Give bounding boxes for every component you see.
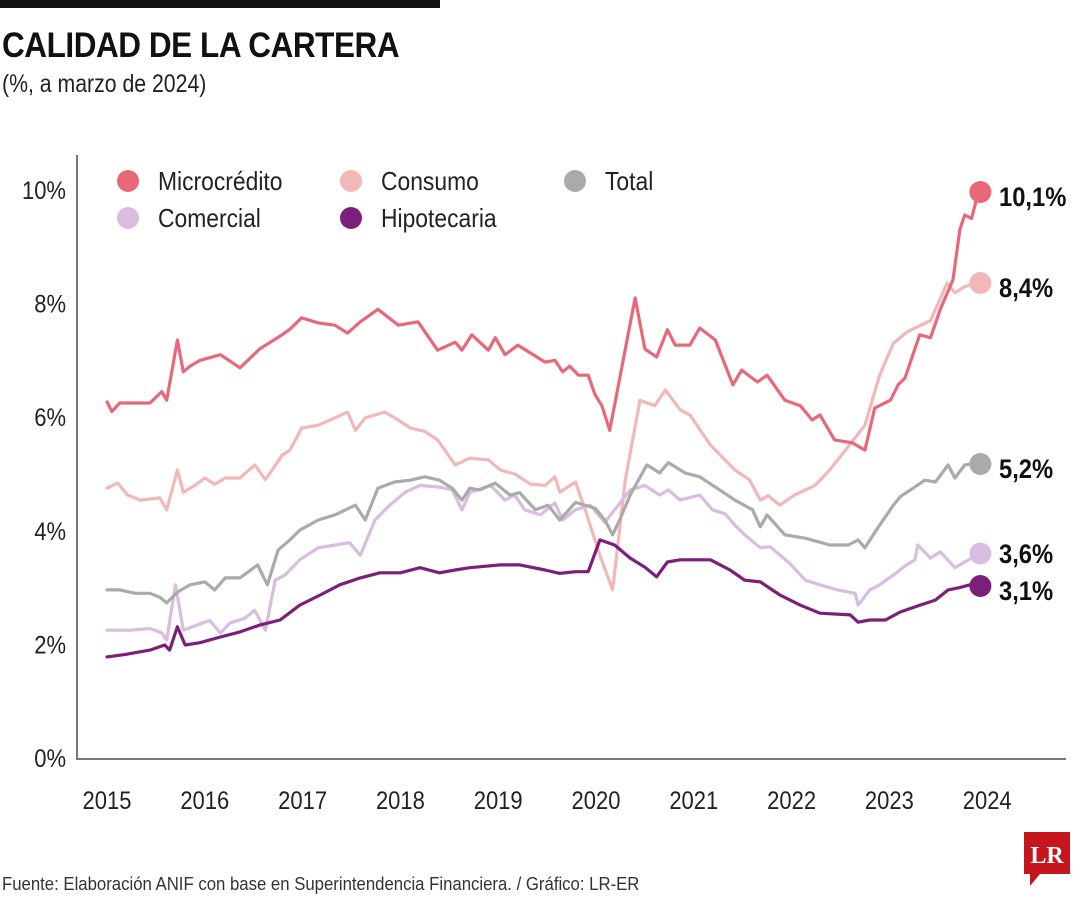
y-tick-label: 2% bbox=[34, 631, 66, 659]
y-tick-label: 10% bbox=[22, 177, 66, 205]
legend: Microcrédito Consumo Total Comercial Hipotec… bbox=[117, 168, 653, 234]
x-tick-label: 2020 bbox=[572, 787, 621, 815]
end-value-label: 3,1% bbox=[999, 577, 1053, 607]
lr-logo: LR bbox=[1024, 832, 1070, 886]
series-line-total bbox=[105, 461, 982, 605]
chart-title: CALIDAD DE LA CARTERA bbox=[2, 26, 400, 65]
end-marker bbox=[969, 542, 992, 565]
legend-marker bbox=[564, 170, 586, 192]
legend-marker bbox=[117, 170, 139, 192]
y-tick-labels: 0% 2% 4% 6% 8% 10% bbox=[22, 177, 66, 773]
x-tick-label: 2018 bbox=[376, 787, 425, 815]
top-rule bbox=[0, 0, 440, 8]
x-tick-label: 2023 bbox=[865, 787, 914, 815]
end-value-label: 8,4% bbox=[999, 274, 1053, 304]
end-value-label: 10,1% bbox=[999, 183, 1066, 213]
y-tick-label: 6% bbox=[34, 404, 66, 432]
source-note: Fuente: Elaboración ANIF con base en Sup… bbox=[2, 874, 640, 894]
end-value-label: 5,2% bbox=[999, 455, 1053, 485]
end-value-label: 3,6% bbox=[999, 540, 1053, 570]
x-tick-label: 2021 bbox=[669, 787, 718, 815]
chart-subtitle: (%, a marzo de 2024) bbox=[2, 70, 207, 98]
end-marker bbox=[969, 181, 992, 203]
series-line-hipotecaria bbox=[105, 538, 982, 659]
legend-label: Comercial bbox=[158, 205, 261, 234]
end-marker bbox=[969, 272, 992, 294]
legend-marker bbox=[117, 207, 139, 229]
y-tick-label: 0% bbox=[34, 745, 66, 773]
legend-marker bbox=[340, 170, 362, 192]
x-tick-label: 2017 bbox=[278, 787, 327, 815]
y-tick-label: 8% bbox=[34, 290, 66, 318]
legend-label: Total bbox=[605, 168, 653, 197]
x-tick-label: 2016 bbox=[180, 787, 229, 815]
series-line-comercial bbox=[105, 483, 982, 642]
legend-label: Microcrédito bbox=[158, 168, 283, 197]
series-line-consumo bbox=[105, 279, 982, 592]
series-line-microcrédito bbox=[105, 182, 982, 452]
logo-bubble bbox=[1024, 832, 1070, 886]
legend-label: Hipotecaria bbox=[381, 205, 497, 234]
legend-marker bbox=[340, 207, 362, 229]
legend-label: Consumo bbox=[381, 168, 479, 197]
logo-text: LR bbox=[1030, 843, 1064, 869]
series-lines bbox=[105, 182, 982, 659]
x-tick-label: 2015 bbox=[83, 787, 132, 815]
x-tick-label: 2022 bbox=[767, 787, 816, 815]
x-tick-labels: 2015 2016 2017 2018 2019 2020 2021 2022 2023 2024 bbox=[83, 787, 1012, 815]
end-marker bbox=[969, 575, 992, 597]
x-tick-label: 2024 bbox=[963, 787, 1012, 815]
y-tick-label: 4% bbox=[34, 518, 66, 546]
end-marker bbox=[969, 453, 992, 475]
x-tick-label: 2019 bbox=[474, 787, 523, 815]
end-labels: 10,1% 8,4% 5,2% 3,6% 3,1% bbox=[969, 181, 1066, 606]
